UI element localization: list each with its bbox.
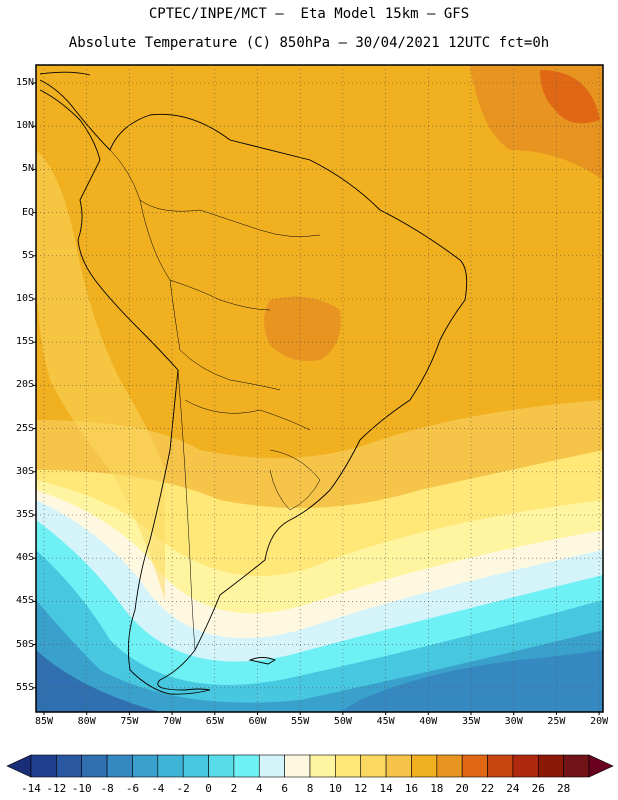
lat-label: 45S (15, 595, 34, 607)
colorbar-swatch (81, 754, 108, 778)
colorbar-swatch (132, 754, 159, 778)
colorbar-swatch (461, 754, 488, 778)
colorbar-label: 8 (306, 782, 314, 795)
lat-label: 5N (21, 163, 34, 175)
south-america-coast (39, 79, 468, 695)
temperature-field (36, 65, 603, 712)
colorbar-label: 22 (480, 782, 495, 795)
colorbar-label: 28 (557, 782, 571, 795)
border-bolivia (169, 279, 281, 391)
lon-label: 60W (248, 716, 267, 727)
colorbar-swatch (563, 754, 590, 778)
colorbar-label: 4 (255, 782, 263, 795)
caribbean-coast (39, 71, 91, 76)
colorbar (6, 754, 614, 778)
lat-label: 15N (15, 77, 34, 88)
colorbar-label: 2 (230, 782, 238, 795)
lat-label: 30S (15, 465, 34, 477)
axis-ticks (33, 82, 600, 715)
colorbar-label: 26 (531, 782, 545, 795)
lon-label: 85W (34, 716, 54, 727)
colorbar-label: -4 (151, 782, 165, 795)
border-peru-brazil (139, 199, 271, 311)
lon-label: 75W (120, 716, 139, 727)
colorbar-label: 16 (404, 782, 419, 795)
colorbar-swatch (284, 754, 311, 778)
colorbar-swatch (487, 754, 514, 778)
coastlines (39, 71, 468, 695)
colorbar-swatch (537, 754, 564, 778)
lon-label: 50W (333, 716, 352, 727)
colorbar-swatch (208, 754, 235, 778)
lat-label: EQ (21, 206, 34, 218)
lat-label: 10S (15, 293, 34, 304)
colorbar-over-arrow (588, 754, 614, 778)
border-north (109, 149, 321, 237)
title-line-1: CPTEC/INPE/MCT – Eta Model 15km – GFS (148, 6, 470, 22)
lon-label: 35W (461, 716, 481, 727)
lon-label: 30W (504, 716, 523, 727)
lon-label: 20W (590, 716, 609, 727)
colorbar-swatch (56, 754, 83, 778)
colorbar-swatch (157, 754, 184, 778)
colorbar-swatch (233, 754, 260, 778)
lat-label: 5S (21, 249, 34, 261)
colorbar-swatch (436, 754, 463, 778)
lon-label: 70W (163, 716, 182, 727)
lon-label: 40W (419, 716, 438, 727)
falkland-islands (248, 657, 277, 665)
lat-label: 40S (15, 552, 34, 564)
lat-label: 10N (15, 120, 34, 132)
colorbar-label: -2 (176, 782, 190, 795)
lon-label: 25W (547, 716, 566, 727)
colorbar-swatch (258, 754, 285, 778)
lat-label: 55S (15, 681, 34, 693)
lat-label: 15S (15, 336, 34, 348)
border-chile-argentina (177, 369, 196, 651)
colorbar-swatch (360, 754, 387, 778)
colorbar-label: -8 (100, 782, 114, 795)
lon-label: 65W (205, 716, 224, 727)
colorbar-label: 20 (455, 782, 469, 795)
field-andes-cool (36, 150, 165, 600)
colorbar-swatch (106, 754, 133, 778)
lon-label: 55W (291, 716, 310, 727)
border-uruguay (269, 449, 321, 511)
colorbar-label: 18 (430, 782, 444, 795)
colorbar-swatch (30, 754, 57, 778)
colorbar-swatch (411, 754, 438, 778)
border-paraguay (184, 399, 311, 431)
colorbar-swatch (335, 754, 362, 778)
lat-label: 25S (15, 422, 34, 434)
colorbar-label: -10 (71, 782, 92, 795)
colorbar-under-arrow (6, 754, 32, 778)
lon-label: 80W (77, 716, 96, 727)
colorbar-swatch (309, 754, 336, 778)
lat-label: 35S (15, 509, 34, 520)
colorbar-label: -12 (46, 782, 67, 795)
lat-lon-grid (36, 65, 603, 712)
colorbar-swatch (512, 754, 539, 778)
colorbar-label: 0 (205, 782, 212, 795)
country-borders (109, 149, 321, 651)
title-line-2: Absolute Temperature (C) 850hPa – 30/04/… (68, 35, 550, 51)
colorbar-swatch (182, 754, 209, 778)
field-hot-core (540, 70, 600, 124)
colorbar-label: 24 (506, 782, 520, 795)
colorbar-label: 14 (379, 782, 393, 795)
field-cold-southeast (340, 650, 603, 712)
colorbar-label: 12 (354, 782, 368, 795)
lon-label: 45W (376, 716, 395, 727)
colorbar-swatch (385, 754, 412, 778)
colorbar-label: -6 (125, 782, 140, 795)
lat-label: 50S (15, 638, 34, 650)
map-frame (35, 64, 604, 713)
lat-label: 20S (15, 379, 34, 391)
field-band-minus10 (36, 650, 160, 712)
field-warm-brazil (264, 296, 341, 361)
colorbar-label: 6 (281, 782, 288, 795)
colorbar-label: 10 (328, 782, 342, 795)
colorbar-label: -14 (21, 782, 41, 795)
